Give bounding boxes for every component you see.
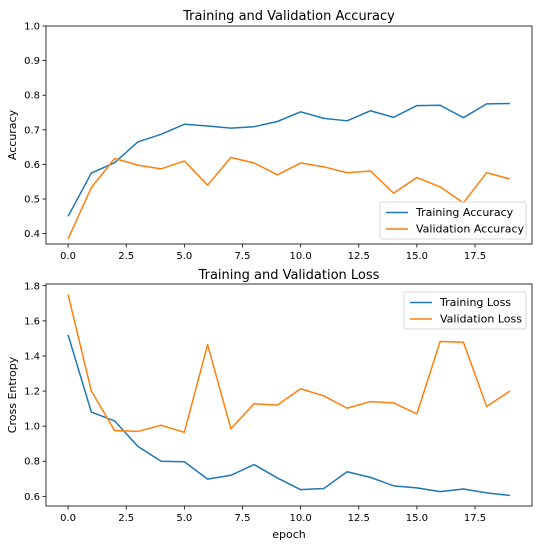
series-line-validation-accuracy <box>67 156 511 240</box>
accuracy-legend-box <box>379 201 527 240</box>
series-line-validation-loss <box>67 294 511 434</box>
loss-y-tick-label: 1.4 <box>24 351 40 362</box>
accuracy-y-tick-label: 1.0 <box>24 22 40 33</box>
accuracy-series-lines <box>67 102 511 240</box>
series-line-training-loss <box>67 334 510 497</box>
legend-training-accuracy-label: Training Accuracy <box>415 206 514 219</box>
loss-legend: Training Loss Validation Loss <box>403 291 527 330</box>
loss-x-tick-label: 15.0 <box>406 513 428 524</box>
accuracy-y-tick-label: 0.5 <box>24 195 40 206</box>
accuracy-x-tick-label: 7.5 <box>235 251 251 262</box>
accuracy-x-tick-label: 15.0 <box>406 251 428 262</box>
loss-x-tick-label: 12.5 <box>348 513 370 524</box>
accuracy-x-tick-label: 17.5 <box>464 251 486 262</box>
loss-y-tick-label: 1.6 <box>24 316 40 327</box>
legend-validation-loss-label: Validation Loss <box>440 313 522 326</box>
accuracy-y-tick-label: 0.6 <box>24 160 40 171</box>
loss-x-tick-label: 5.0 <box>176 513 192 524</box>
loss-y-tick-label: 1.2 <box>24 387 40 398</box>
loss-chart-title: Training and Validation Loss <box>198 268 380 283</box>
loss-y-axis-label: Cross Entropy <box>6 356 19 433</box>
accuracy-x-tick-label: 2.5 <box>118 251 134 262</box>
loss-x-axis-label: epoch <box>272 528 306 541</box>
loss-chart: 0.0 2.5 5.0 7.5 10.0 12.5 15.0 17.5 0.6 0.8 1.0 1.… <box>6 268 533 541</box>
accuracy-chart: 0.0 2.5 5.0 7.5 10.0 12.5 15.0 17.5 0.40.50.60.… <box>6 9 533 262</box>
accuracy-x-ticks: 0.0 2.5 5.0 7.5 10.0 12.5 15.0 17.5 <box>60 244 486 262</box>
legend-training-loss-label: Training Loss <box>439 296 511 309</box>
loss-series-lines <box>67 294 511 497</box>
accuracy-x-tick-label: 5.0 <box>176 251 192 262</box>
loss-x-tick-label: 10.0 <box>289 513 311 524</box>
loss-y-tick-label: 1.8 <box>24 281 40 292</box>
accuracy-legend: Training Accuracy Validation Accuracy <box>379 201 527 240</box>
legend-validation-accuracy-label: Validation Accuracy <box>416 223 525 236</box>
accuracy-x-tick-label: 12.5 <box>348 251 370 262</box>
loss-y-tick-label: 0.8 <box>24 457 40 468</box>
accuracy-y-axis-label: Accuracy <box>6 109 19 160</box>
loss-x-ticks: 0.0 2.5 5.0 7.5 10.0 12.5 15.0 17.5 <box>60 506 486 524</box>
accuracy-y-tick-label: 0.7 <box>24 125 40 136</box>
accuracy-x-tick-label: 0.0 <box>60 251 76 262</box>
accuracy-chart-title: Training and Validation Accuracy <box>182 9 395 24</box>
loss-y-tick-label: 1.0 <box>24 422 40 433</box>
loss-y-tick-label: 0.6 <box>24 492 40 503</box>
accuracy-y-tick-label: 0.9 <box>24 56 40 67</box>
accuracy-y-ticks: 0.4 0.5 0.6 0.7 0.8 0.9 1.0 <box>24 22 46 240</box>
accuracy-x-tick-label: 10.0 <box>289 251 311 262</box>
loss-x-tick-label: 0.0 <box>60 513 76 524</box>
loss-x-tick-label: 2.5 <box>118 513 134 524</box>
accuracy-y-tick-label: 0.8 <box>24 91 40 102</box>
accuracy-y-tick-label: 0.4 <box>24 229 40 240</box>
loss-y-ticks: 0.6 0.8 1.0 1.2 1.4 1.6 1.8 <box>24 281 46 503</box>
loss-x-tick-label: 17.5 <box>464 513 486 524</box>
series-line-training-accuracy <box>67 102 510 217</box>
loss-x-tick-label: 7.5 <box>235 513 251 524</box>
loss-legend-box <box>403 291 527 330</box>
